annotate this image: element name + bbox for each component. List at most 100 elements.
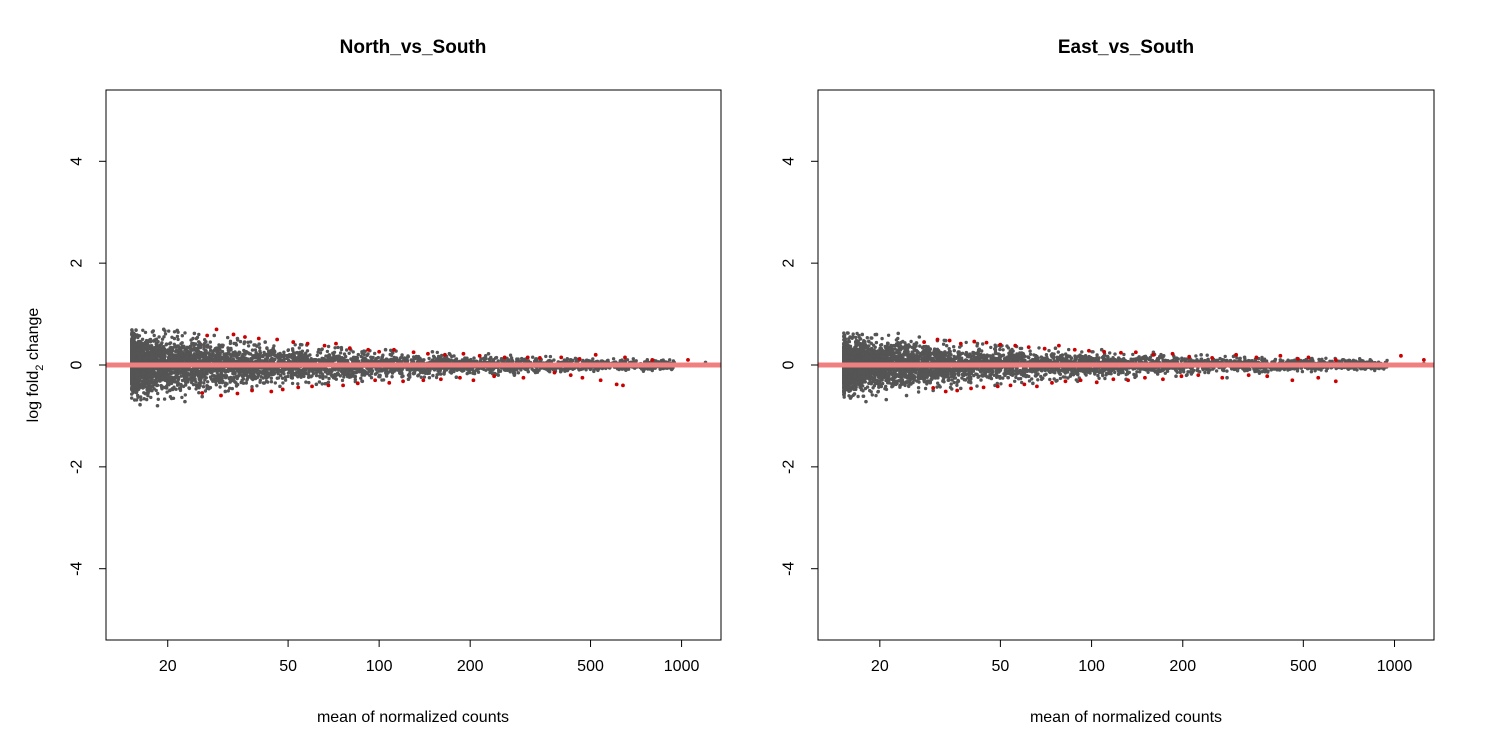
gene-point bbox=[290, 381, 295, 386]
gene-point bbox=[360, 373, 364, 377]
gene-point bbox=[329, 371, 333, 375]
gene-point bbox=[185, 345, 189, 349]
gene-point bbox=[179, 374, 183, 378]
gene-point bbox=[208, 340, 212, 344]
gene-point bbox=[439, 372, 443, 376]
gene-point bbox=[307, 380, 311, 385]
gene-point bbox=[197, 391, 201, 395]
gene-point bbox=[264, 379, 269, 384]
gene-point bbox=[377, 369, 382, 373]
gene-point bbox=[237, 352, 241, 356]
gene-point bbox=[577, 368, 581, 372]
gene-point bbox=[246, 340, 250, 344]
gene-point bbox=[152, 333, 156, 338]
gene-point bbox=[194, 380, 198, 384]
gene-point bbox=[244, 381, 248, 385]
gene-point bbox=[296, 375, 300, 379]
gene-point bbox=[189, 355, 193, 359]
gene-point bbox=[483, 357, 488, 361]
gene-point bbox=[283, 378, 288, 382]
gene-point bbox=[509, 356, 514, 360]
gene-point bbox=[332, 373, 336, 377]
gene-point bbox=[241, 352, 245, 357]
gene-point bbox=[160, 375, 165, 380]
gene-point bbox=[206, 380, 210, 384]
gene-point bbox=[515, 357, 519, 361]
gene-point bbox=[401, 374, 405, 378]
gene-point bbox=[302, 374, 306, 379]
gene-point bbox=[340, 378, 345, 383]
gene-point bbox=[150, 389, 154, 393]
gene-point bbox=[377, 373, 382, 377]
gene-point bbox=[141, 351, 145, 356]
gene-point bbox=[318, 368, 322, 373]
gene-point bbox=[232, 341, 236, 346]
gene-point bbox=[297, 352, 301, 356]
gene-point bbox=[201, 385, 206, 389]
gene-point bbox=[197, 332, 201, 337]
gene-point bbox=[258, 378, 262, 382]
gene-point bbox=[422, 375, 427, 379]
gene-point bbox=[172, 342, 176, 346]
gene-point bbox=[253, 348, 258, 352]
gene-point bbox=[277, 369, 281, 373]
gene-point bbox=[259, 375, 263, 379]
gene-point bbox=[205, 344, 209, 349]
gene-point bbox=[431, 373, 435, 378]
gene-point bbox=[235, 356, 239, 360]
gene-point bbox=[166, 358, 170, 362]
gene-point bbox=[470, 367, 474, 371]
gene-point bbox=[169, 396, 174, 401]
gene-point bbox=[331, 352, 336, 357]
point-layer bbox=[130, 327, 708, 408]
gene-point bbox=[287, 353, 292, 357]
gene-point bbox=[519, 368, 523, 372]
gene-point bbox=[326, 357, 330, 361]
gene-point bbox=[413, 369, 417, 373]
gene-point bbox=[131, 331, 135, 335]
gene-point bbox=[130, 392, 134, 396]
gene-point bbox=[189, 378, 193, 382]
gene-point bbox=[211, 369, 216, 373]
gene-point bbox=[355, 356, 360, 360]
gene-point bbox=[380, 355, 384, 359]
gene-point bbox=[160, 341, 164, 345]
gene-point bbox=[218, 385, 222, 389]
gene-point bbox=[645, 358, 649, 362]
gene-point bbox=[248, 340, 253, 344]
gene-point bbox=[162, 356, 166, 361]
gene-point bbox=[130, 385, 135, 389]
gene-point bbox=[233, 371, 237, 376]
gene-point bbox=[186, 377, 190, 382]
gene-point bbox=[132, 398, 137, 402]
gene-point bbox=[235, 374, 239, 379]
gene-point bbox=[223, 376, 228, 380]
gene-point bbox=[172, 385, 176, 389]
gene-point bbox=[258, 354, 263, 359]
gene-point bbox=[272, 371, 276, 375]
gene-point bbox=[413, 356, 417, 361]
gene-point bbox=[400, 368, 404, 372]
gene-point bbox=[134, 328, 138, 332]
gene-point bbox=[165, 390, 169, 394]
gene-point bbox=[159, 368, 163, 372]
gene-point bbox=[436, 359, 441, 363]
gene-point bbox=[143, 340, 148, 344]
gene-point bbox=[147, 339, 151, 343]
gene-point bbox=[360, 350, 364, 354]
gene-point bbox=[272, 344, 276, 348]
gene-point bbox=[160, 387, 164, 391]
gene-point bbox=[199, 367, 203, 371]
gene-point bbox=[516, 371, 521, 375]
gene-point bbox=[248, 370, 253, 374]
gene-point bbox=[292, 372, 296, 377]
gene-point bbox=[284, 375, 288, 379]
gene-point bbox=[273, 381, 277, 385]
gene-point bbox=[247, 375, 251, 379]
gene-point bbox=[210, 374, 215, 378]
gene-point bbox=[611, 357, 616, 361]
gene-point bbox=[406, 373, 411, 377]
gene-point bbox=[325, 349, 330, 354]
gene-point bbox=[226, 335, 230, 340]
gene-point bbox=[223, 384, 227, 388]
